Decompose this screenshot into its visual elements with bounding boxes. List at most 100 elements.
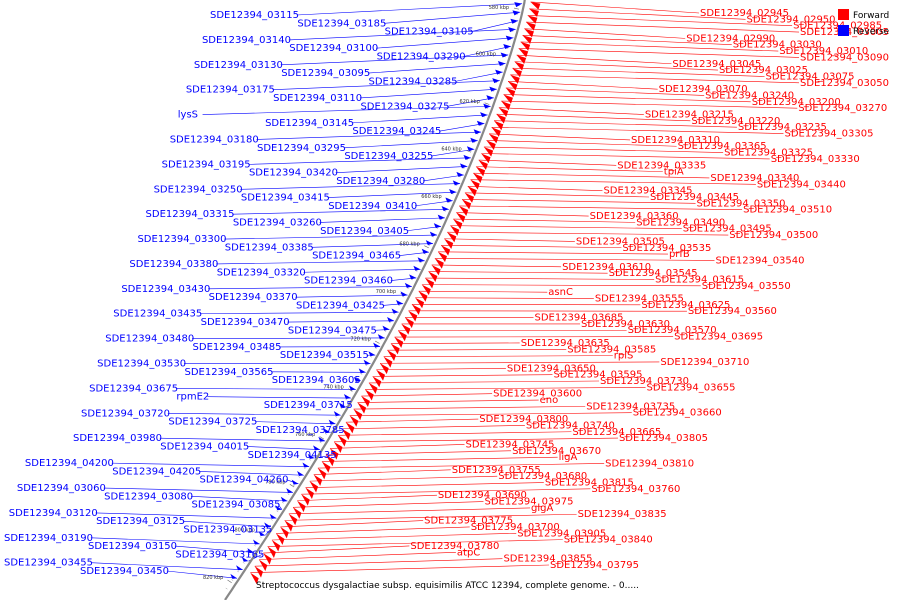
forward-gene-label[interactable]: tpiA xyxy=(664,167,684,178)
reverse-gene-arrow[interactable] xyxy=(514,2,523,8)
reverse-gene-label[interactable]: SDE12394_03320 xyxy=(217,267,306,278)
forward-gene-arrow[interactable] xyxy=(309,481,319,493)
reverse-gene-label[interactable]: SDE12394_03465 xyxy=(312,251,401,262)
forward-gene-arrow[interactable] xyxy=(390,343,400,355)
forward-gene-arrow[interactable] xyxy=(361,396,370,408)
forward-gene-label[interactable]: SDE12394_03690 xyxy=(438,490,527,501)
forward-gene-label[interactable]: SDE12394_03305 xyxy=(784,129,873,140)
reverse-gene-arrow[interactable] xyxy=(348,385,356,391)
reverse-gene-arrow[interactable] xyxy=(473,129,482,135)
forward-gene-label[interactable]: SDE12394_03025 xyxy=(719,65,808,76)
reverse-gene-label[interactable]: SDE12394_03190 xyxy=(4,533,93,544)
forward-gene-label[interactable]: SDE12394_03815 xyxy=(545,478,634,489)
reverse-gene-label[interactable]: SDE12394_03420 xyxy=(249,168,338,179)
forward-gene-arrow[interactable] xyxy=(501,101,511,111)
reverse-gene-label[interactable]: SDE12394_03480 xyxy=(105,334,194,345)
forward-gene-arrow[interactable] xyxy=(481,153,491,164)
reverse-gene-arrow[interactable] xyxy=(512,10,521,16)
forward-gene-label[interactable]: SDE12394_03270 xyxy=(798,103,887,114)
reverse-gene-label[interactable]: SDE12394_03785 xyxy=(256,425,345,436)
forward-gene-label[interactable]: SDE12394_03835 xyxy=(578,509,667,520)
forward-gene-arrow[interactable] xyxy=(478,160,488,170)
forward-gene-label[interactable]: SDE12394_03490 xyxy=(636,217,725,228)
forward-gene-arrow[interactable] xyxy=(496,114,506,124)
reverse-gene-label[interactable]: SDE12394_03410 xyxy=(328,201,417,212)
forward-gene-label[interactable]: SDE12394_03560 xyxy=(688,306,777,317)
reverse-gene-label[interactable]: SDE12394_03720 xyxy=(81,408,170,419)
reverse-gene-arrow[interactable] xyxy=(307,453,315,459)
forward-gene-arrow[interactable] xyxy=(325,454,335,467)
reverse-gene-arrow[interactable] xyxy=(456,171,464,177)
forward-gene-label[interactable]: atpC xyxy=(457,547,480,558)
reverse-gene-label[interactable]: SDE12394_03110 xyxy=(273,93,362,104)
reverse-gene-arrow[interactable] xyxy=(476,120,485,126)
forward-gene-label[interactable]: SDE12394_03310 xyxy=(631,135,720,146)
reverse-gene-arrow[interactable] xyxy=(463,154,471,160)
forward-gene-arrow[interactable] xyxy=(444,238,454,249)
reverse-gene-label[interactable]: SDE12394_04015 xyxy=(160,442,249,453)
forward-gene-label[interactable]: SDE12394_03070 xyxy=(659,84,748,95)
reverse-gene-label[interactable]: SDE12394_03255 xyxy=(344,151,433,162)
forward-gene-label[interactable]: SDE12394_03570 xyxy=(628,325,717,336)
forward-gene-arrow[interactable] xyxy=(329,448,339,460)
reverse-gene-label[interactable]: SDE12394_03085 xyxy=(191,500,280,511)
reverse-gene-label[interactable]: SDE12394_03315 xyxy=(146,209,235,220)
forward-gene-arrow[interactable] xyxy=(254,566,264,578)
forward-gene-label[interactable]: SDE12394_03240 xyxy=(705,90,794,101)
reverse-gene-arrow[interactable] xyxy=(483,103,491,109)
forward-gene-arrow[interactable] xyxy=(450,225,460,236)
forward-gene-label[interactable]: glgA xyxy=(531,503,553,514)
reverse-gene-label[interactable]: SDE12394_03175 xyxy=(186,85,275,96)
reverse-gene-arrow[interactable] xyxy=(318,436,326,442)
forward-gene-arrow[interactable] xyxy=(408,310,418,322)
reverse-gene-arrow[interactable] xyxy=(495,69,503,75)
reverse-gene-label[interactable]: SDE12394_03245 xyxy=(352,126,441,137)
forward-gene-label[interactable]: SDE12394_03340 xyxy=(710,173,799,184)
forward-gene-arrow[interactable] xyxy=(292,507,302,519)
forward-gene-arrow[interactable] xyxy=(401,323,411,335)
forward-gene-label[interactable]: SDE12394_03780 xyxy=(410,541,499,552)
forward-gene-arrow[interactable] xyxy=(267,546,276,559)
reverse-gene-label[interactable]: SDE12394_03185 xyxy=(297,18,386,29)
reverse-gene-label[interactable]: SDE12394_03290 xyxy=(377,51,466,62)
forward-gene-arrow[interactable] xyxy=(337,435,347,447)
reverse-gene-label[interactable]: SDE12394_04135 xyxy=(248,450,337,461)
reverse-gene-arrow[interactable] xyxy=(313,445,320,451)
forward-gene-label[interactable]: SDE12394_03710 xyxy=(660,357,749,368)
forward-gene-arrow[interactable] xyxy=(345,422,355,434)
forward-gene-label[interactable]: SDE12394_02985 xyxy=(793,21,882,32)
forward-gene-arrow[interactable] xyxy=(447,232,457,243)
reverse-gene-arrow[interactable] xyxy=(343,393,351,399)
reverse-gene-arrow[interactable] xyxy=(505,35,514,41)
reverse-gene-arrow[interactable] xyxy=(382,325,390,331)
forward-gene-label[interactable]: SDE12394_03795 xyxy=(550,560,639,571)
reverse-gene-arrow[interactable] xyxy=(291,479,299,485)
forward-gene-arrow[interactable] xyxy=(498,107,509,117)
reverse-gene-arrow[interactable] xyxy=(470,137,478,143)
forward-gene-arrow[interactable] xyxy=(522,35,533,45)
forward-gene-arrow[interactable] xyxy=(503,94,513,104)
forward-gene-label[interactable]: SDE12394_03345 xyxy=(603,186,692,197)
reverse-gene-label[interactable]: SDE12394_03715 xyxy=(264,400,353,411)
reverse-gene-arrow[interactable] xyxy=(489,86,497,92)
forward-gene-arrow[interactable] xyxy=(467,186,477,197)
forward-gene-arrow[interactable] xyxy=(372,376,382,388)
forward-gene-label[interactable]: SDE12394_03800 xyxy=(479,414,568,425)
forward-gene-arrow[interactable] xyxy=(357,402,367,414)
forward-gene-arrow[interactable] xyxy=(418,291,428,302)
forward-gene-label[interactable]: SDE12394_03510 xyxy=(743,205,832,216)
reverse-gene-label[interactable]: SDE12394_03165 xyxy=(175,549,264,560)
forward-gene-label[interactable]: SDE12394_03360 xyxy=(590,211,679,222)
forward-gene-arrow[interactable] xyxy=(313,474,323,486)
reverse-gene-arrow[interactable] xyxy=(500,52,509,58)
forward-gene-label[interactable]: SDE12394_03600 xyxy=(493,389,582,400)
reverse-gene-arrow[interactable] xyxy=(421,248,429,254)
forward-gene-label[interactable]: SDE12394_03595 xyxy=(553,370,642,381)
forward-gene-label[interactable]: SDE12394_03805 xyxy=(619,433,708,444)
forward-gene-arrow[interactable] xyxy=(441,245,451,256)
reverse-gene-arrow[interactable] xyxy=(377,334,385,340)
reverse-gene-arrow[interactable] xyxy=(425,240,434,246)
reverse-gene-label[interactable]: SDE12394_03380 xyxy=(129,259,218,270)
reverse-gene-label[interactable]: SDE12394_03295 xyxy=(257,143,346,154)
forward-gene-arrow[interactable] xyxy=(425,278,435,289)
